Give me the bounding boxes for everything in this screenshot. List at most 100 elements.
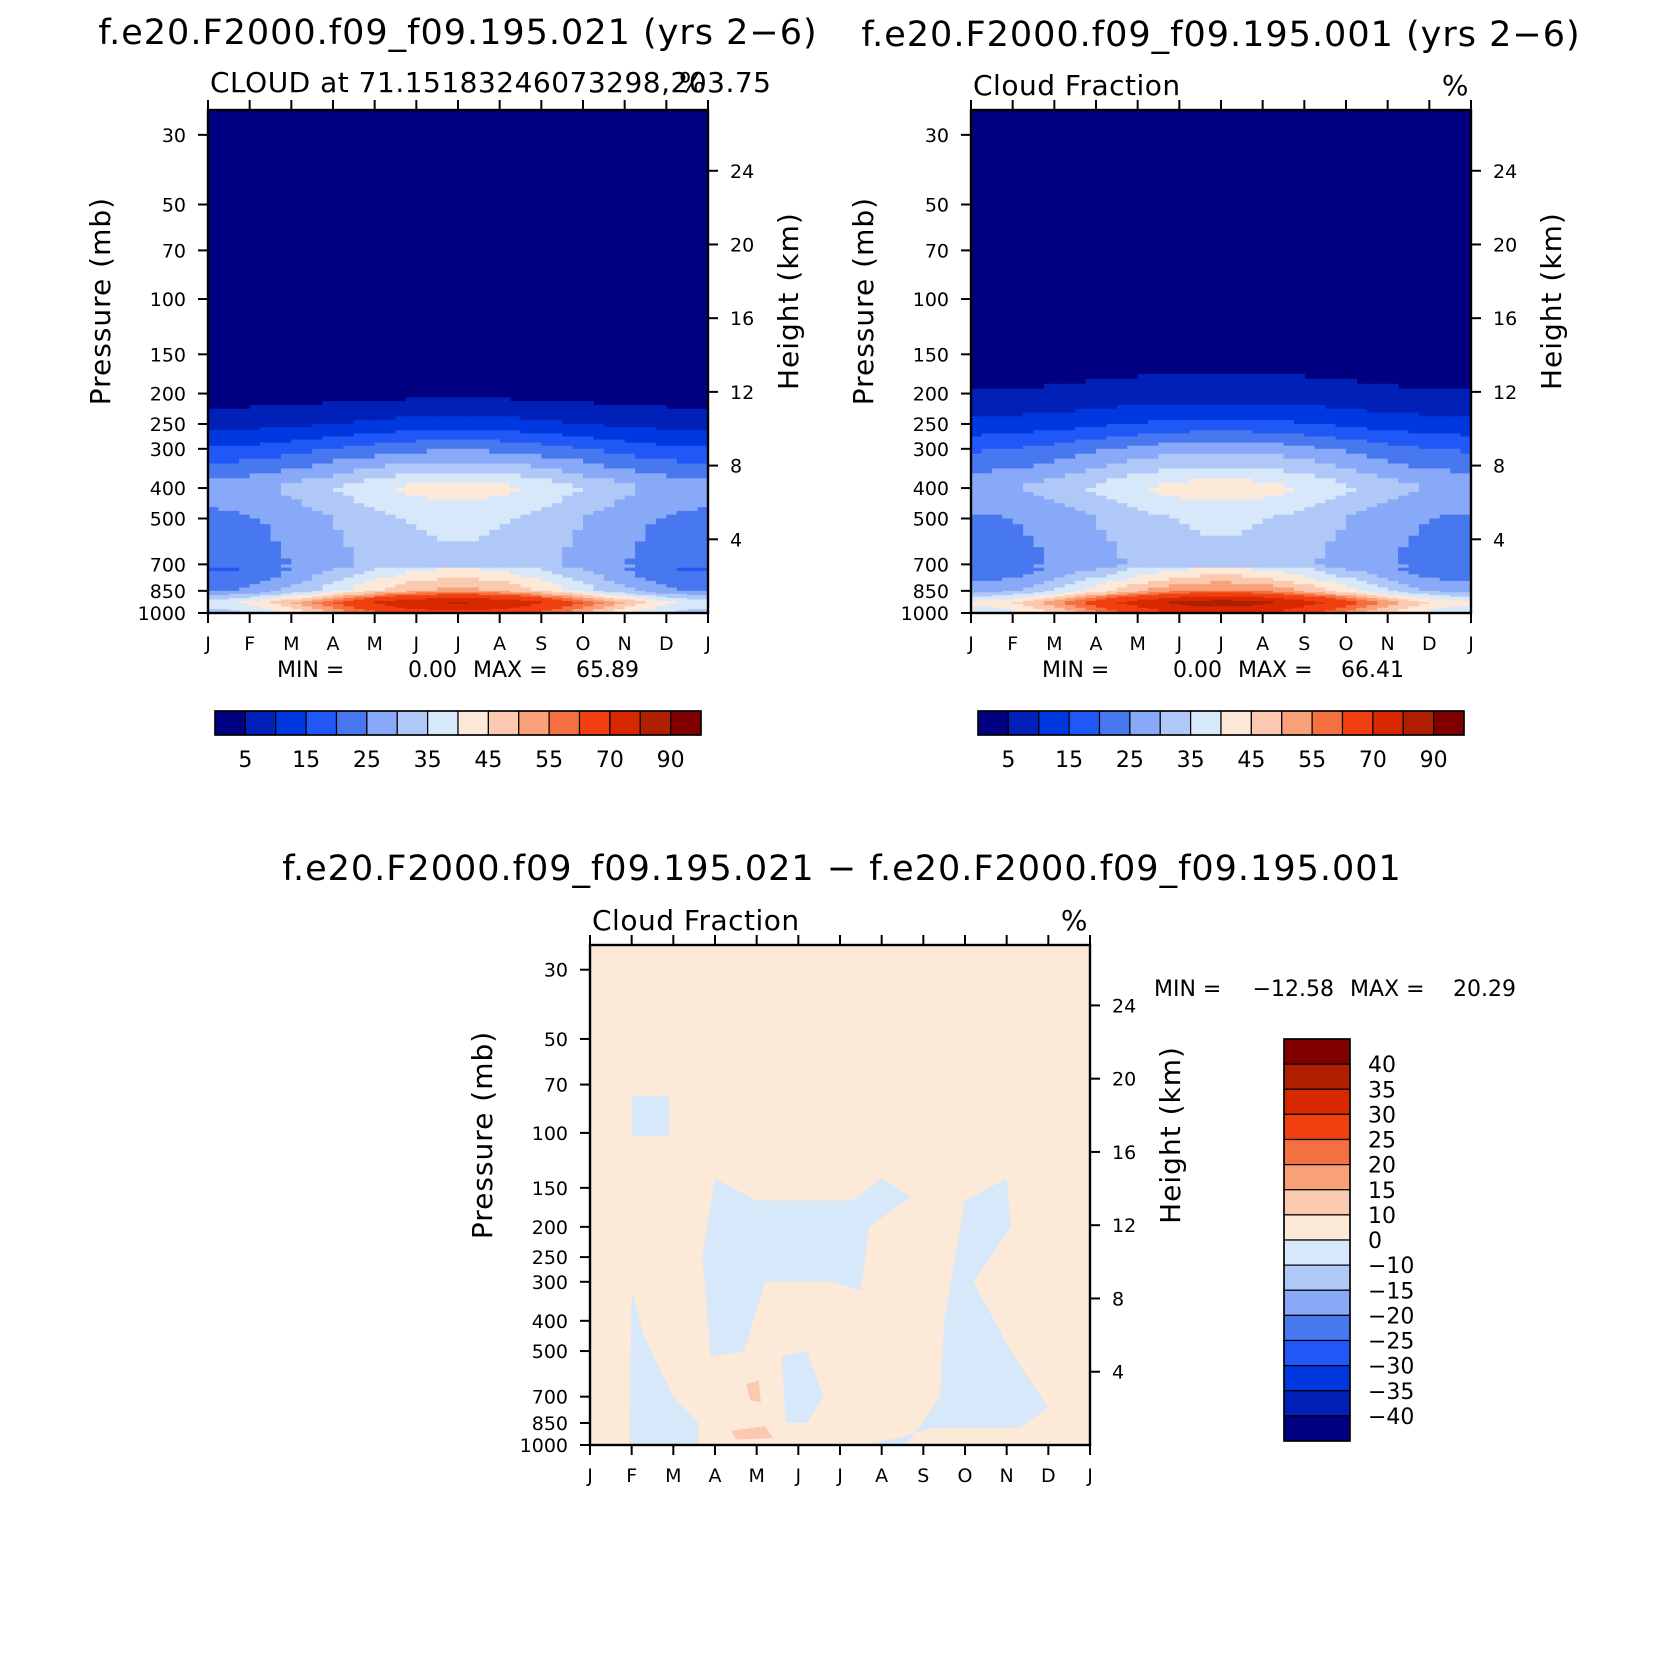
contour-band	[312, 420, 324, 425]
contour-band	[1033, 388, 1045, 395]
contour-band	[1283, 373, 1295, 380]
contour-band	[395, 445, 407, 450]
contour-band	[374, 427, 386, 431]
contour-band	[1304, 445, 1316, 450]
contour-band	[624, 488, 636, 493]
contour-band	[655, 420, 667, 425]
contour-band	[1148, 397, 1160, 402]
contour-band	[520, 610, 532, 613]
contour-band	[312, 499, 324, 504]
contour-band	[1366, 473, 1378, 479]
contour-band	[1221, 420, 1233, 425]
contour-band	[333, 483, 345, 489]
contour-band	[655, 436, 667, 441]
contour-band	[1387, 541, 1399, 548]
contour-band	[541, 541, 553, 548]
contour-band	[1346, 393, 1358, 398]
contour-band	[333, 433, 345, 438]
contour-band	[583, 596, 595, 599]
contour-band	[1221, 524, 1233, 531]
contour-band	[1221, 388, 1233, 395]
contour-band	[416, 584, 428, 589]
contour-band	[1148, 510, 1160, 516]
contour-band	[364, 609, 376, 611]
contour-band	[991, 430, 1003, 434]
contour-band	[1408, 483, 1420, 489]
contour-band	[1148, 499, 1160, 504]
contour-band	[499, 510, 511, 516]
contour-band	[364, 420, 376, 425]
contour-band	[218, 433, 230, 438]
contour-band	[635, 593, 647, 596]
colorbar-swatch	[457, 710, 489, 736]
contour-band	[458, 590, 470, 593]
contour-band	[291, 468, 303, 474]
contour-band	[687, 458, 699, 465]
contour-band	[447, 609, 459, 611]
x-tick-label: A	[493, 633, 506, 655]
contour-band	[666, 529, 678, 537]
contour-band	[1262, 468, 1274, 474]
contour-band	[322, 567, 334, 572]
contour-band	[395, 463, 407, 470]
contour-band	[1127, 473, 1139, 479]
contour-band	[1314, 503, 1326, 508]
contour-band	[541, 433, 553, 438]
contour-band	[1387, 473, 1399, 479]
contour-band	[981, 448, 993, 455]
contour-band	[697, 442, 708, 447]
contour-band	[228, 453, 240, 460]
contour-band	[666, 510, 678, 516]
contour-band	[624, 574, 636, 579]
y-tick-label: 70	[162, 240, 186, 262]
contour-band	[1127, 420, 1139, 425]
contour-band	[1085, 510, 1097, 516]
contour-band	[1023, 495, 1035, 501]
contour-band	[322, 468, 334, 474]
contour-band	[635, 580, 647, 585]
contour-band	[572, 445, 584, 450]
contour-band	[603, 605, 615, 607]
contour-band	[614, 491, 626, 497]
contour-band	[645, 529, 657, 537]
contour-band	[635, 468, 647, 474]
contour-band	[1168, 491, 1180, 497]
contour-band	[510, 552, 522, 560]
contour-band	[1262, 427, 1274, 431]
contour-band	[971, 388, 983, 395]
contour-band	[1179, 510, 1191, 516]
contour-band	[1127, 423, 1139, 428]
contour-band	[1377, 541, 1389, 548]
contour-band	[572, 463, 584, 470]
contour-band	[583, 609, 595, 611]
contour-band	[228, 529, 240, 537]
contour-band	[614, 529, 626, 537]
contour-band	[395, 593, 407, 596]
contour-band	[208, 491, 220, 497]
contour-band	[270, 564, 282, 569]
contour-band	[364, 448, 376, 455]
contour-band	[322, 587, 334, 592]
contour-band	[1168, 442, 1180, 447]
contour-band	[1387, 524, 1399, 531]
contour-band	[405, 439, 417, 444]
contour-band	[447, 552, 459, 560]
contour-band	[333, 590, 345, 593]
contour-band	[489, 577, 501, 582]
contour-band	[1200, 473, 1212, 479]
contour-band	[228, 535, 240, 543]
contour-band	[1179, 445, 1191, 450]
contour-band	[687, 567, 699, 572]
contour-band	[249, 412, 261, 417]
contour-band	[468, 603, 480, 606]
contour-band	[1346, 416, 1358, 421]
contour-band	[1075, 507, 1087, 512]
contour-band	[1231, 433, 1243, 438]
contour-band	[572, 547, 584, 554]
contour-band	[1241, 483, 1253, 489]
contour-band	[1179, 541, 1191, 548]
contour-band	[437, 495, 449, 501]
contour-band	[1366, 423, 1378, 428]
contour-band	[1106, 458, 1118, 465]
contour-band	[562, 570, 574, 575]
